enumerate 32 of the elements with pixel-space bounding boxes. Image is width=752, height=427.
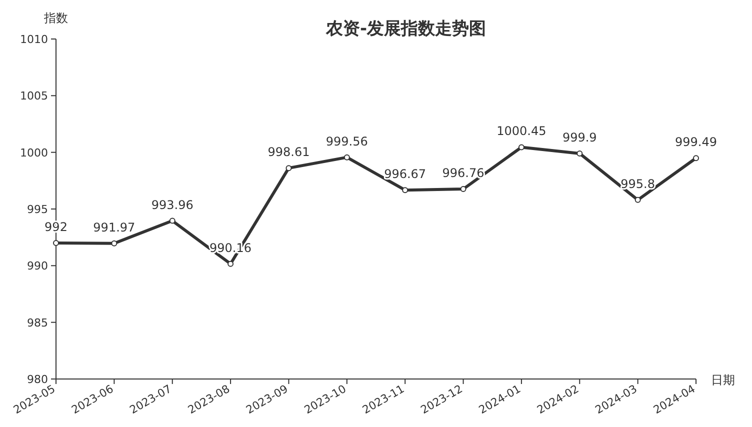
y-tick-label: 1005 (20, 90, 48, 103)
y-tick-label: 995 (27, 203, 48, 216)
data-label: 996.76 (442, 166, 484, 180)
point (634, 196, 641, 203)
point (693, 155, 699, 162)
point (286, 165, 292, 172)
point (460, 186, 466, 192)
data-label: 998.61 (268, 145, 310, 160)
y-tick-label: 1000 (20, 146, 48, 160)
y-tick-label: 985 (27, 316, 48, 330)
y-tick-label: 980 (27, 373, 48, 386)
point (518, 144, 524, 150)
point (53, 240, 59, 246)
y-tick-label: 990 (27, 260, 48, 273)
chart-title: 农资-发展指数走势图 (324, 19, 486, 39)
y-axis-title: 指数 (43, 11, 68, 25)
point (169, 218, 176, 224)
data-label: 993.96 (151, 198, 194, 212)
point (344, 154, 350, 160)
data-label: 996.67 (384, 167, 426, 182)
data-label: 999.56 (326, 134, 368, 148)
point (111, 240, 118, 246)
y-tick-label: 1010 (20, 33, 48, 46)
point (576, 150, 583, 156)
data-label: 995.8 (620, 176, 655, 191)
point (228, 260, 234, 267)
point (402, 187, 408, 194)
x-axis-title: 日期 (711, 373, 735, 387)
data-label: 991.97 (93, 220, 136, 234)
data-label: 999.9 (562, 130, 597, 144)
data-label: 1000.45 (496, 124, 546, 138)
data-label: 999.49 (675, 135, 717, 150)
